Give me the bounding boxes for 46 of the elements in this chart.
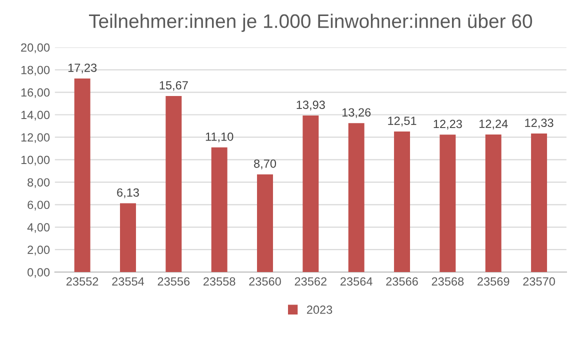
x-tick-label: 23564 xyxy=(340,277,372,286)
y-tick-label: 0,00 xyxy=(28,268,50,278)
data-label: 13,93 xyxy=(296,100,325,110)
data-label: 13,26 xyxy=(342,108,371,118)
chart-title: Teilnehmer:innen je 1.000 Einwohner:innen über 60 xyxy=(88,14,532,32)
x-tick-label: 23552 xyxy=(66,277,98,286)
y-tick-label: 2,00 xyxy=(28,246,50,256)
bar xyxy=(211,147,228,272)
data-label: 6,13 xyxy=(117,188,139,198)
x-tick-label: 23560 xyxy=(249,277,281,286)
bar xyxy=(394,131,410,272)
x-tick-label: 23569 xyxy=(478,277,510,286)
x-tick-label: 23562 xyxy=(294,277,326,286)
bar xyxy=(485,134,502,272)
data-label: 8,70 xyxy=(254,159,276,170)
data-label: 12,51 xyxy=(388,116,416,126)
y-tick-label: 20,00 xyxy=(21,43,50,54)
x-tick-label: 23556 xyxy=(158,277,190,286)
x-tick-label: 23554 xyxy=(112,277,144,286)
data-label: 12,24 xyxy=(479,120,508,130)
y-tick-label: 12,00 xyxy=(21,133,50,144)
y-tick-label: 14,00 xyxy=(21,110,50,121)
y-tick-label: 18,00 xyxy=(21,66,50,76)
x-tick-label: 23570 xyxy=(523,277,555,286)
bar xyxy=(531,134,548,272)
x-tick-label: 23558 xyxy=(204,277,236,286)
y-tick-label: 4,00 xyxy=(27,223,50,233)
legend-label: 2023 xyxy=(306,306,332,314)
x-tick-label: 23568 xyxy=(432,277,464,286)
bar xyxy=(302,116,319,272)
data-label: 11,10 xyxy=(206,132,234,142)
bar xyxy=(120,203,136,272)
y-tick-label: 6,00 xyxy=(28,200,50,210)
bar xyxy=(348,123,364,272)
data-label: 17,23 xyxy=(68,64,97,74)
bar xyxy=(440,134,456,272)
y-tick-label: 10,00 xyxy=(21,156,50,166)
data-label: 12,23 xyxy=(434,120,462,130)
y-tick-label: 8,00 xyxy=(28,178,50,188)
y-tick-label: 16,00 xyxy=(21,88,50,98)
data-label: 15,67 xyxy=(160,81,188,91)
bar xyxy=(74,78,90,272)
data-label: 12,33 xyxy=(525,118,554,128)
bar xyxy=(166,96,182,272)
bar xyxy=(257,174,273,272)
x-tick-label: 23566 xyxy=(386,277,418,286)
